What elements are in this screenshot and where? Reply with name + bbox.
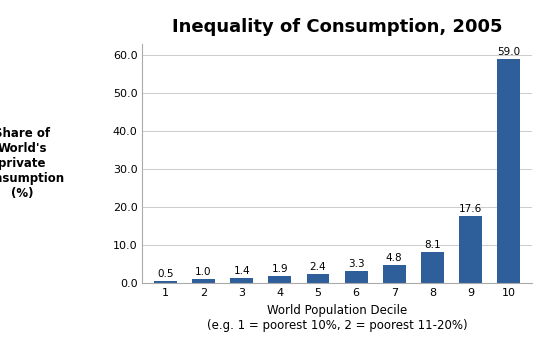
Title: Inequality of Consumption, 2005: Inequality of Consumption, 2005 (172, 19, 503, 36)
Text: 0.5: 0.5 (157, 269, 174, 280)
Bar (459, 216, 482, 283)
Bar (154, 281, 177, 283)
Text: 8.1: 8.1 (424, 240, 441, 250)
Text: 4.8: 4.8 (386, 253, 403, 263)
Text: 1.0: 1.0 (195, 268, 212, 277)
Bar (269, 276, 291, 283)
X-axis label: World Population Decile
(e.g. 1 = poorest 10%, 2 = poorest 11-20%): World Population Decile (e.g. 1 = poores… (207, 303, 467, 331)
Bar (192, 280, 215, 283)
Text: 59.0: 59.0 (497, 47, 520, 57)
Text: 1.4: 1.4 (233, 266, 250, 276)
Bar (230, 278, 253, 283)
Bar (306, 274, 329, 283)
Bar (383, 265, 406, 283)
Bar (345, 270, 368, 283)
Bar (421, 252, 444, 283)
Text: 17.6: 17.6 (459, 204, 482, 214)
Text: 1.9: 1.9 (271, 264, 288, 274)
Text: 3.3: 3.3 (348, 259, 364, 269)
Text: 2.4: 2.4 (310, 262, 326, 272)
Bar (497, 59, 520, 283)
Text: Share of
World's
private
consumption
(%): Share of World's private consumption (%) (0, 127, 65, 200)
